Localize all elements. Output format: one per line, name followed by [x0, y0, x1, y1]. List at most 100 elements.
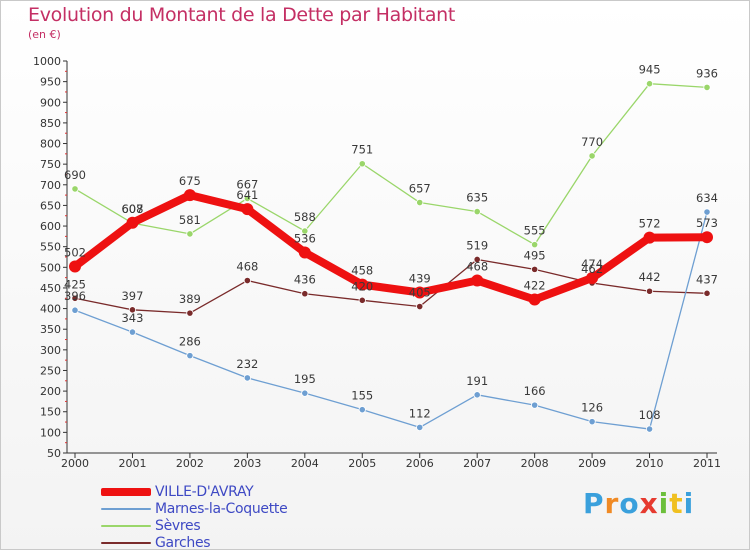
data-label: 945: [639, 63, 661, 77]
series-line: [74, 83, 708, 246]
y-tick-label: 200: [40, 385, 61, 398]
y-tick-label: 900: [40, 96, 61, 109]
data-point: [531, 401, 539, 409]
y-tick-label: 500: [40, 261, 61, 274]
data-label: 389: [179, 292, 201, 306]
data-label: 439: [409, 271, 431, 285]
x-tick-label: 2004: [291, 457, 319, 470]
data-point: [416, 423, 424, 432]
legend-label: Marnes-la-Coquette: [155, 501, 288, 517]
data-point: [645, 425, 654, 433]
data-point: [358, 160, 366, 168]
data-label: 751: [351, 143, 373, 157]
data-point: [588, 418, 596, 426]
data-label: 437: [696, 272, 718, 286]
data-point: [243, 194, 251, 203]
x-tick-label: 2006: [406, 457, 434, 470]
x-tick-label: 2001: [118, 457, 146, 470]
data-label: 462: [581, 262, 603, 276]
data-point: [301, 290, 309, 298]
data-point: [358, 406, 366, 414]
data-label: 641: [236, 188, 258, 202]
x-tick-label: 2007: [463, 457, 491, 470]
data-label: 657: [409, 182, 431, 196]
data-point: [471, 274, 484, 287]
data-label: 468: [466, 260, 488, 274]
data-label: 458: [351, 264, 373, 278]
data-point: [703, 83, 711, 92]
data-label: 166: [524, 384, 546, 398]
data-point: [531, 265, 539, 273]
data-label: 112: [409, 406, 431, 420]
y-tick-label: 300: [40, 344, 61, 357]
legend-swatch: [101, 508, 151, 510]
data-point: [473, 391, 481, 399]
data-point: [528, 293, 541, 306]
y-tick-label: 400: [40, 303, 61, 316]
data-point: [71, 185, 79, 193]
x-tick-label: 2010: [636, 457, 664, 470]
y-tick-label: 150: [40, 406, 61, 419]
proxiti-logo: Proxiti: [583, 487, 695, 520]
data-label: 442: [639, 270, 661, 284]
data-point: [356, 278, 369, 291]
data-point: [703, 208, 711, 216]
data-point: [71, 306, 79, 314]
data-point: [186, 309, 194, 317]
x-tick-label: 2009: [578, 457, 606, 470]
data-label: 770: [581, 135, 603, 149]
data-label: 607: [121, 202, 143, 216]
data-label: 675: [179, 174, 201, 188]
data-label: 572: [639, 217, 661, 231]
legend-swatch: [101, 488, 151, 496]
data-point: [69, 260, 81, 273]
data-label: 519: [466, 238, 488, 252]
data-label: 155: [351, 389, 373, 403]
x-tick-label: 2011: [693, 457, 721, 470]
y-tick-label: 550: [40, 241, 61, 254]
data-label: 397: [121, 289, 143, 303]
data-point: [298, 246, 311, 259]
data-label: 232: [236, 357, 258, 371]
data-label: 536: [294, 231, 316, 245]
y-tick-label: 50: [47, 447, 61, 460]
y-tick-label: 750: [40, 158, 61, 171]
data-point: [473, 255, 481, 264]
data-label: 195: [294, 372, 316, 386]
data-label: 667: [236, 177, 258, 191]
data-point: [128, 306, 137, 314]
data-point: [473, 208, 481, 216]
data-label: 936: [696, 66, 718, 80]
y-tick-label: 850: [40, 117, 61, 130]
x-tick-label: 2003: [233, 457, 261, 470]
data-label: 474: [581, 257, 603, 271]
legend-label: Garches: [155, 535, 211, 551]
data-label: 425: [64, 277, 86, 291]
data-label: 126: [581, 401, 603, 415]
data-point: [301, 389, 309, 397]
data-label: 502: [64, 245, 86, 259]
data-point: [645, 287, 654, 295]
data-label: 422: [524, 279, 546, 293]
data-point: [645, 80, 654, 88]
data-label: 420: [351, 279, 373, 293]
data-label: 581: [179, 213, 201, 227]
y-tick-label: 600: [40, 220, 61, 233]
y-tick-label: 1000: [33, 55, 61, 68]
data-label: 608: [121, 202, 143, 216]
data-label: 634: [696, 191, 718, 205]
data-point: [71, 294, 79, 302]
y-tick-label: 650: [40, 199, 61, 212]
data-label: 573: [696, 216, 718, 230]
y-tick-label: 250: [40, 364, 61, 377]
legend-label: VILLE-D'AVRAY: [155, 484, 254, 500]
y-tick-label: 700: [40, 179, 61, 192]
data-point: [416, 198, 424, 207]
legend-swatch: [101, 542, 151, 544]
data-label: 468: [236, 260, 258, 274]
data-label: 343: [121, 311, 143, 325]
y-tick-label: 350: [40, 323, 61, 336]
data-point: [416, 302, 424, 311]
data-point: [126, 216, 139, 229]
data-point: [586, 272, 599, 285]
